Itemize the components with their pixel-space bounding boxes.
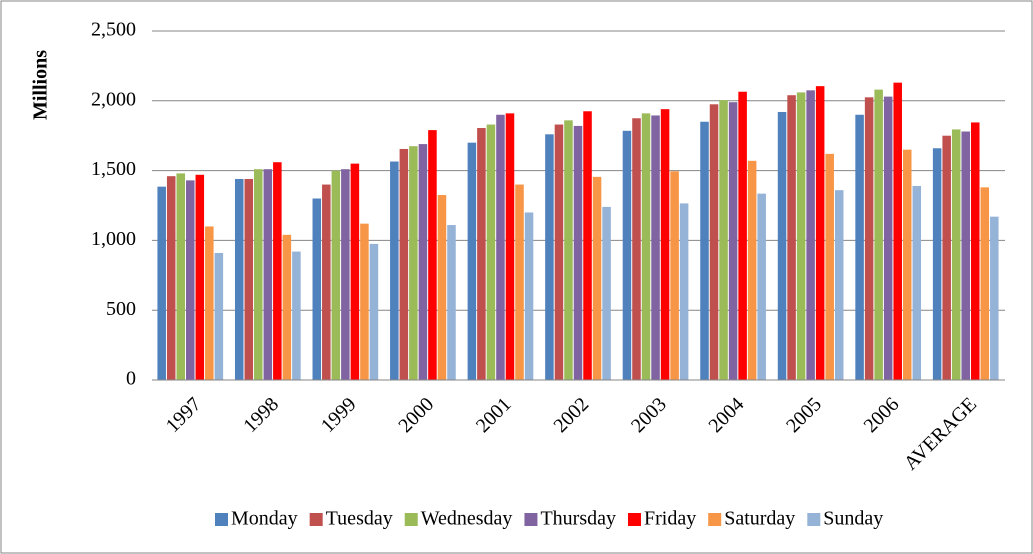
bar bbox=[195, 174, 205, 380]
bar bbox=[864, 97, 874, 380]
bar bbox=[254, 169, 263, 380]
bar bbox=[893, 82, 902, 380]
bar bbox=[573, 125, 583, 380]
bar bbox=[602, 206, 611, 380]
bar bbox=[806, 90, 815, 380]
legend-swatch bbox=[627, 513, 641, 526]
bar bbox=[970, 122, 980, 381]
legend-label: Tuesday bbox=[326, 508, 393, 530]
bar bbox=[679, 203, 689, 380]
bar bbox=[651, 115, 660, 380]
legend-swatch bbox=[404, 513, 418, 526]
bar bbox=[757, 193, 766, 380]
bar bbox=[583, 111, 592, 381]
legend-swatch bbox=[524, 513, 538, 526]
bar bbox=[273, 162, 282, 380]
bar bbox=[409, 146, 418, 380]
bar bbox=[787, 95, 796, 380]
bar bbox=[545, 134, 554, 380]
bar bbox=[883, 96, 893, 380]
bar bbox=[360, 223, 369, 380]
bar bbox=[292, 251, 301, 380]
bar bbox=[505, 113, 515, 380]
bar bbox=[622, 130, 632, 380]
bar bbox=[855, 114, 864, 380]
bar bbox=[902, 149, 912, 380]
bar bbox=[747, 160, 757, 380]
bar bbox=[496, 114, 505, 380]
bar bbox=[951, 129, 961, 380]
bar bbox=[709, 104, 719, 380]
bar bbox=[932, 148, 942, 380]
bar bbox=[554, 124, 564, 380]
bar bbox=[312, 198, 322, 380]
bar bbox=[467, 142, 477, 380]
legend-swatch bbox=[708, 513, 722, 526]
bar bbox=[331, 170, 341, 380]
bar bbox=[777, 111, 787, 380]
bar bbox=[399, 148, 409, 380]
bar bbox=[486, 124, 496, 380]
bar bbox=[990, 216, 999, 380]
bar bbox=[961, 131, 970, 380]
y-tick-label: 0 bbox=[126, 368, 136, 390]
bar bbox=[815, 86, 825, 380]
bar bbox=[515, 184, 524, 380]
bar bbox=[942, 135, 951, 380]
bar bbox=[660, 109, 670, 381]
bar bbox=[350, 163, 360, 380]
y-tick-label: 2,000 bbox=[91, 88, 136, 110]
bar bbox=[477, 128, 486, 380]
legend-swatch bbox=[309, 513, 323, 526]
bar bbox=[564, 120, 573, 381]
y-tick-label: 1,500 bbox=[91, 158, 136, 180]
legend-label: Wednesday bbox=[421, 508, 513, 530]
bar bbox=[447, 225, 456, 380]
bar bbox=[369, 243, 379, 380]
bar bbox=[834, 190, 844, 380]
y-tick-label: 500 bbox=[106, 298, 136, 320]
bar bbox=[390, 161, 399, 380]
bar bbox=[437, 195, 447, 380]
bar bbox=[166, 176, 176, 380]
bar bbox=[205, 226, 214, 380]
legend-label: Thursday bbox=[540, 508, 616, 530]
legend-swatch bbox=[807, 513, 821, 526]
bar bbox=[428, 130, 437, 380]
bar bbox=[641, 113, 651, 380]
bar bbox=[719, 100, 728, 381]
bar bbox=[728, 102, 738, 381]
bar bbox=[341, 169, 350, 380]
legend-label: Monday bbox=[231, 508, 298, 530]
bar bbox=[214, 252, 224, 380]
bar bbox=[157, 186, 166, 380]
y-tick-label: 2,500 bbox=[91, 19, 136, 41]
bar bbox=[912, 185, 922, 380]
bar bbox=[700, 121, 709, 381]
legend-label: Friday bbox=[644, 508, 696, 530]
legend-label: Sunday bbox=[823, 508, 883, 530]
bar bbox=[738, 91, 747, 380]
bar bbox=[282, 234, 292, 380]
y-tick-label: 1,000 bbox=[91, 228, 136, 250]
bar bbox=[234, 178, 244, 380]
bar bbox=[592, 176, 602, 380]
bar bbox=[825, 153, 834, 380]
bar bbox=[263, 169, 273, 380]
bar bbox=[244, 178, 254, 380]
bar bbox=[524, 212, 534, 380]
bar bbox=[632, 118, 641, 380]
legend-swatch bbox=[215, 513, 228, 526]
bar bbox=[176, 173, 186, 380]
y-axis-label: Millions bbox=[30, 50, 52, 120]
bar bbox=[874, 89, 883, 380]
bar bbox=[670, 171, 679, 380]
bar bbox=[186, 180, 195, 380]
bar bbox=[980, 187, 990, 380]
bar bbox=[796, 92, 806, 380]
bar bbox=[322, 184, 331, 380]
bar bbox=[418, 144, 428, 380]
legend-label: Saturday bbox=[724, 508, 795, 530]
